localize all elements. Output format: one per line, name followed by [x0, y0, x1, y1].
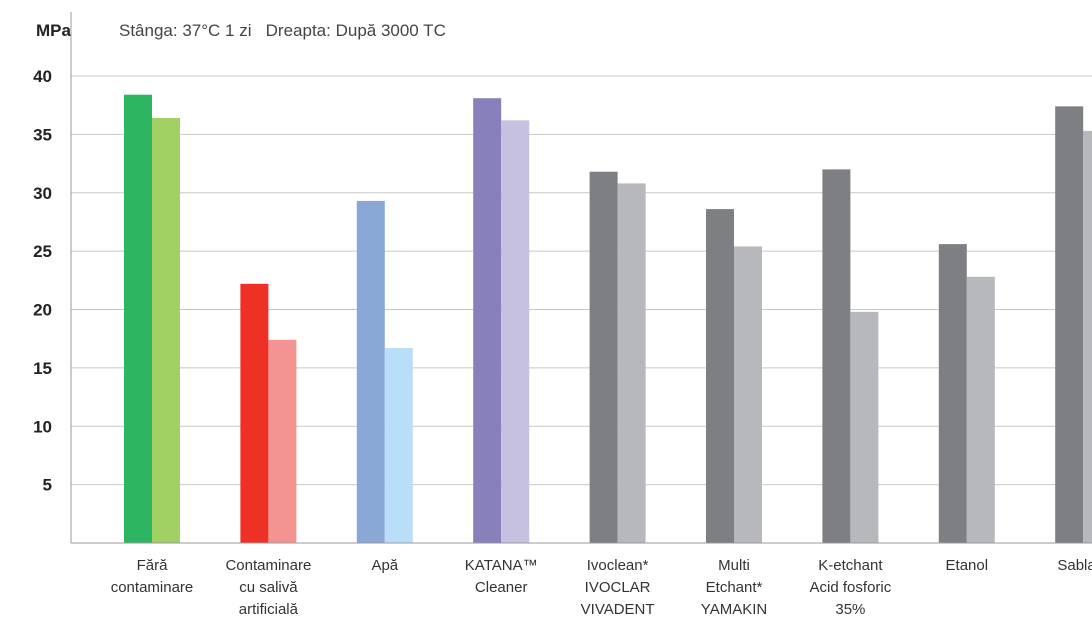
y-tick-label: 20	[33, 301, 52, 320]
bar	[240, 283, 269, 543]
x-tick-label: Fără contaminare	[111, 557, 194, 596]
x-tick-label: Contaminare cu salivă artificială	[225, 557, 311, 618]
bar	[938, 244, 967, 543]
bar	[1055, 106, 1084, 543]
x-tick-label: Apă	[371, 557, 398, 574]
bar	[124, 94, 152, 544]
x-tick-label: K-etchant Acid fosforic 35%	[810, 557, 892, 618]
bar	[850, 311, 879, 543]
y-tick-label: 40	[33, 67, 52, 86]
y-tick-label: 15	[33, 359, 52, 378]
bar	[617, 183, 646, 543]
y-axis-ticks: 5 10 15 20 25 30 35 40	[33, 67, 52, 495]
x-tick-label: Ivoclean* IVOCLAR VIVADENT	[581, 557, 655, 618]
y-tick-label: 30	[33, 184, 52, 203]
bar	[473, 98, 502, 544]
bar	[706, 209, 734, 543]
x-tick-label: KATANA™ Cleaner	[465, 557, 538, 596]
bar	[966, 276, 995, 543]
legend-caption: Stânga: 37°C 1 zi Dreapta: După 3000 TC	[119, 21, 446, 40]
y-tick-label: 35	[33, 125, 52, 144]
bar	[822, 169, 851, 543]
y-tick-label: 10	[33, 417, 52, 436]
x-tick-label: Sablare	[1057, 557, 1092, 574]
bar	[1083, 130, 1092, 543]
x-tick-label: Etanol	[946, 557, 989, 574]
y-axis-unit-label: MPa	[36, 21, 72, 40]
bar	[734, 246, 762, 543]
bars	[124, 94, 1092, 544]
bar	[384, 348, 413, 543]
bar	[501, 120, 530, 544]
y-tick-label: 25	[33, 242, 52, 261]
x-axis-tick-labels: Fără contaminare Contaminare cu salivă artif…	[111, 557, 1092, 618]
bar	[268, 339, 297, 543]
bar	[356, 200, 385, 544]
x-tick-label: Multi Etchant* YAMAKIN	[701, 557, 767, 618]
y-tick-label: 5	[43, 476, 52, 495]
bar	[589, 171, 618, 544]
bar	[152, 118, 180, 543]
